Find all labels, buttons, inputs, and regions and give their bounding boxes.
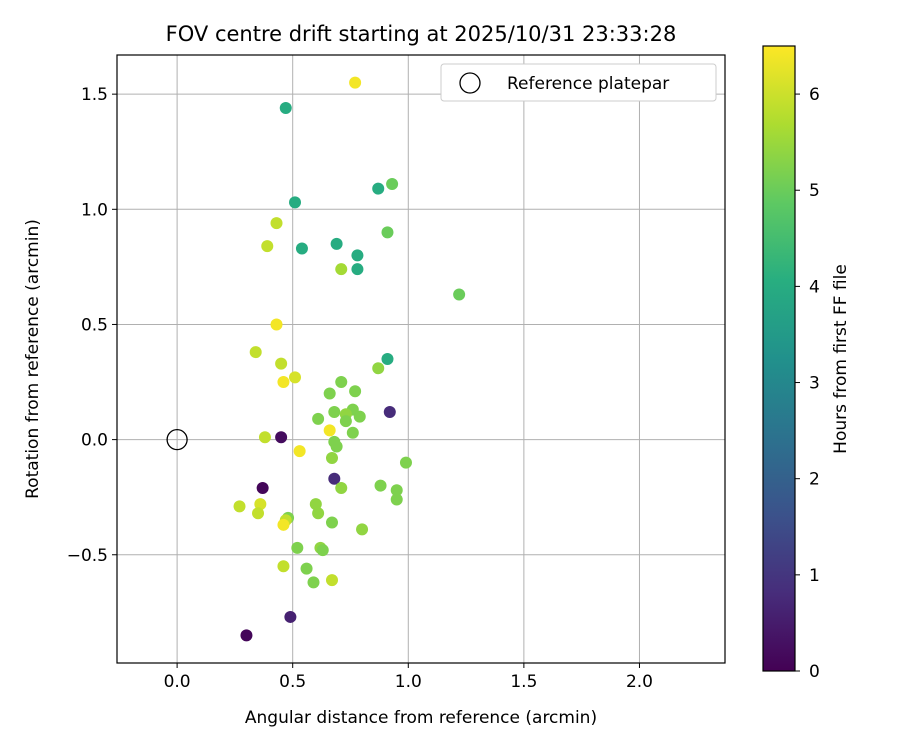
colorbar-tick-label: 2 (809, 470, 820, 490)
data-point (374, 479, 387, 492)
data-point (316, 544, 329, 557)
data-point (291, 541, 304, 554)
x-tick-label: 0.0 (164, 672, 191, 692)
data-point (330, 237, 343, 250)
data-point (386, 177, 399, 190)
data-point (323, 387, 336, 400)
x-tick-label: 1.0 (395, 672, 422, 692)
colorbar: 0 1 2 3 4 5 6 Hours from first FF file (762, 45, 851, 682)
data-point (328, 472, 341, 485)
y-axis-label: Rotation from reference (arcmin) (23, 219, 43, 499)
data-point (349, 76, 362, 89)
data-point (339, 415, 352, 428)
data-point (325, 516, 338, 529)
data-point (335, 376, 348, 389)
data-point (249, 346, 262, 359)
data-point (261, 240, 274, 253)
y-axis-ticks: −0.5 0.0 0.5 1.0 1.5 (67, 85, 117, 566)
x-axis-label: Angular distance from reference (arcmin) (245, 708, 597, 728)
colorbar-label: Hours from first FF file (831, 264, 851, 454)
y-tick-label: 1.5 (81, 85, 108, 105)
data-point (270, 318, 283, 331)
data-point (353, 410, 366, 423)
data-point (293, 445, 306, 458)
data-point (381, 226, 394, 239)
data-point (335, 481, 348, 494)
data-point (252, 507, 265, 520)
y-tick-label: 1.0 (81, 200, 108, 220)
data-point (328, 405, 341, 418)
plot-frame (116, 54, 726, 664)
data-point (258, 431, 271, 444)
data-point (270, 217, 283, 230)
x-tick-label: 2.0 (626, 672, 653, 692)
data-point (295, 242, 308, 255)
chart-title: FOV centre drift starting at 2025/10/31 … (166, 22, 677, 46)
data-point (277, 376, 290, 389)
data-point (390, 484, 403, 497)
y-tick-label: 0.5 (81, 315, 108, 335)
data-point (381, 353, 394, 365)
legend-marker-icon (459, 72, 481, 94)
y-tick-label: −0.5 (67, 546, 108, 566)
data-point (279, 101, 292, 114)
x-axis-ticks: 0.0 0.5 1.0 1.5 2.0 (164, 663, 653, 692)
data-point (254, 498, 267, 511)
colorbar-gradient (762, 45, 796, 672)
legend-box (440, 63, 717, 102)
data-point (312, 507, 325, 520)
data-point (330, 440, 343, 453)
data-point (383, 405, 396, 418)
colorbar-tick-label: 0 (809, 662, 820, 682)
colorbar-tick-label: 6 (809, 85, 820, 105)
data-point (240, 629, 253, 642)
colorbar-tick-label: 3 (809, 374, 820, 394)
legend: Reference platepar (440, 63, 717, 102)
y-tick-label: 0.0 (81, 431, 108, 451)
data-point (289, 196, 302, 209)
x-tick-label: 1.5 (510, 672, 537, 692)
data-point (351, 263, 364, 276)
data-point (300, 562, 313, 575)
data-point (349, 385, 362, 398)
data-point (309, 498, 322, 511)
reference-point-marker (166, 428, 188, 451)
data-point (277, 518, 290, 531)
data-point (325, 452, 338, 465)
data-point (277, 560, 290, 573)
data-points (233, 76, 466, 642)
colorbar-ticks: 0 1 2 3 4 5 6 (795, 85, 820, 682)
data-point (335, 263, 348, 276)
data-point (307, 576, 320, 589)
data-point (275, 357, 288, 370)
x-tick-label: 0.5 (279, 672, 306, 692)
data-point (390, 493, 403, 506)
grid-lines (117, 55, 725, 663)
data-point (346, 426, 359, 439)
data-point (275, 431, 288, 444)
data-point (372, 362, 385, 375)
colorbar-tick-label: 1 (809, 566, 820, 586)
colorbar-tick-label: 5 (809, 181, 820, 201)
data-point (256, 481, 269, 494)
data-point (312, 412, 325, 425)
data-point (325, 574, 338, 587)
data-point (453, 288, 466, 301)
data-point (351, 249, 364, 262)
data-point (233, 500, 246, 513)
colorbar-tick-label: 4 (809, 277, 820, 297)
data-point (372, 182, 385, 195)
data-point (356, 523, 369, 536)
legend-label: Reference platepar (507, 74, 669, 94)
data-point (323, 424, 336, 437)
data-point (289, 371, 302, 384)
data-point (399, 456, 412, 469)
data-point (284, 610, 297, 623)
